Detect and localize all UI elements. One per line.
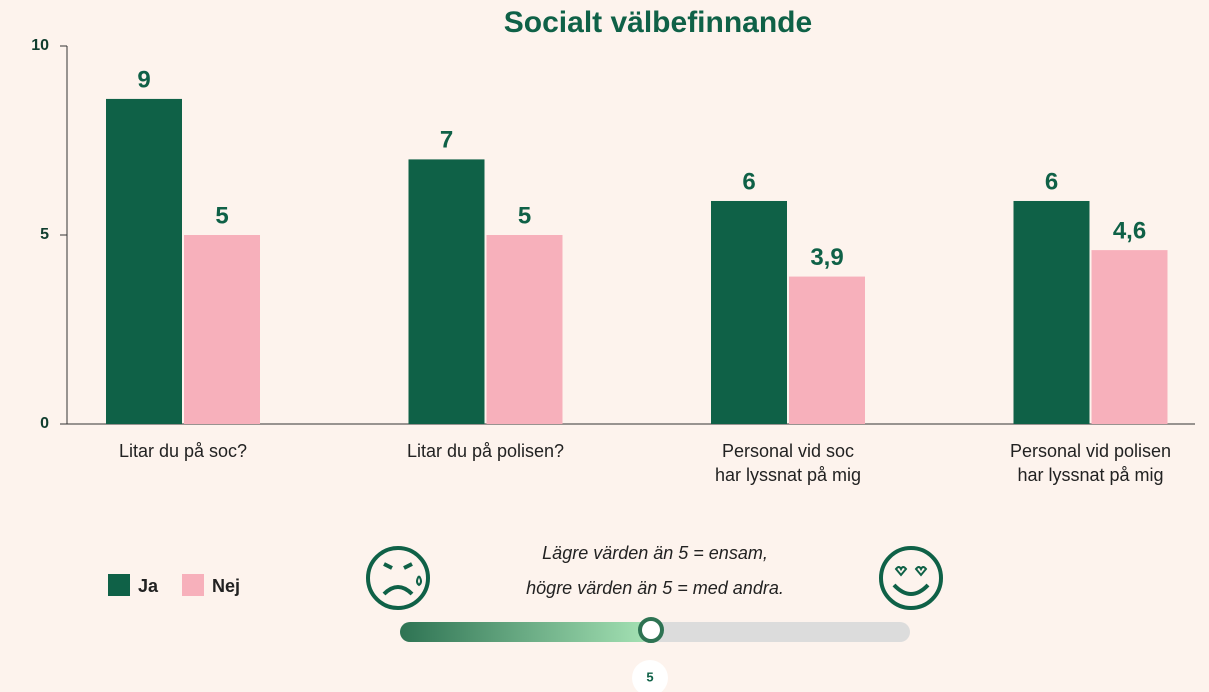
value-label: 5	[215, 202, 228, 229]
note: Lägre värden än 5 = ensam,	[542, 543, 768, 563]
legend-label: Nej	[212, 576, 240, 596]
legend-label: Ja	[138, 576, 159, 596]
value-label: 9	[137, 66, 150, 93]
value-label: 3,9	[810, 244, 843, 271]
value-label: 4,6	[1113, 217, 1146, 244]
bar	[408, 159, 485, 424]
x-tick-label: Personal vid polisen har lyssnat på mig	[1009, 441, 1172, 485]
note: högre värden än 5 = med andra.	[526, 578, 784, 598]
y-tick-label: 10	[31, 37, 49, 54]
sad-face	[366, 546, 430, 610]
value-label: 7	[440, 127, 453, 154]
bar	[106, 98, 182, 425]
y-tick-label: 0	[40, 415, 49, 432]
legend-swatch	[108, 574, 130, 596]
chart-title: Socialt välbefinnande	[504, 6, 812, 39]
bar	[789, 276, 865, 424]
x-tick-label: Litar du på soc?	[118, 441, 248, 461]
x-tick-label: Personal vid soc har lyssnat på mig	[714, 441, 862, 485]
bar	[1091, 250, 1168, 424]
bar	[486, 235, 563, 424]
scale-knob	[638, 617, 664, 643]
scale-fill	[400, 622, 651, 642]
y-tick-label: 5	[40, 226, 49, 243]
bar	[184, 235, 260, 424]
scale-bubble	[632, 660, 668, 692]
value-label: 5	[518, 202, 531, 229]
legend-swatch	[182, 574, 204, 596]
x-tick-label: Litar du på polisen?	[406, 441, 565, 461]
bar	[711, 200, 787, 424]
value-label: 6	[742, 168, 755, 195]
happy-face	[879, 546, 943, 610]
scale-marker: 5	[646, 669, 653, 684]
bar	[1013, 200, 1090, 424]
value-label: 6	[1045, 168, 1058, 195]
